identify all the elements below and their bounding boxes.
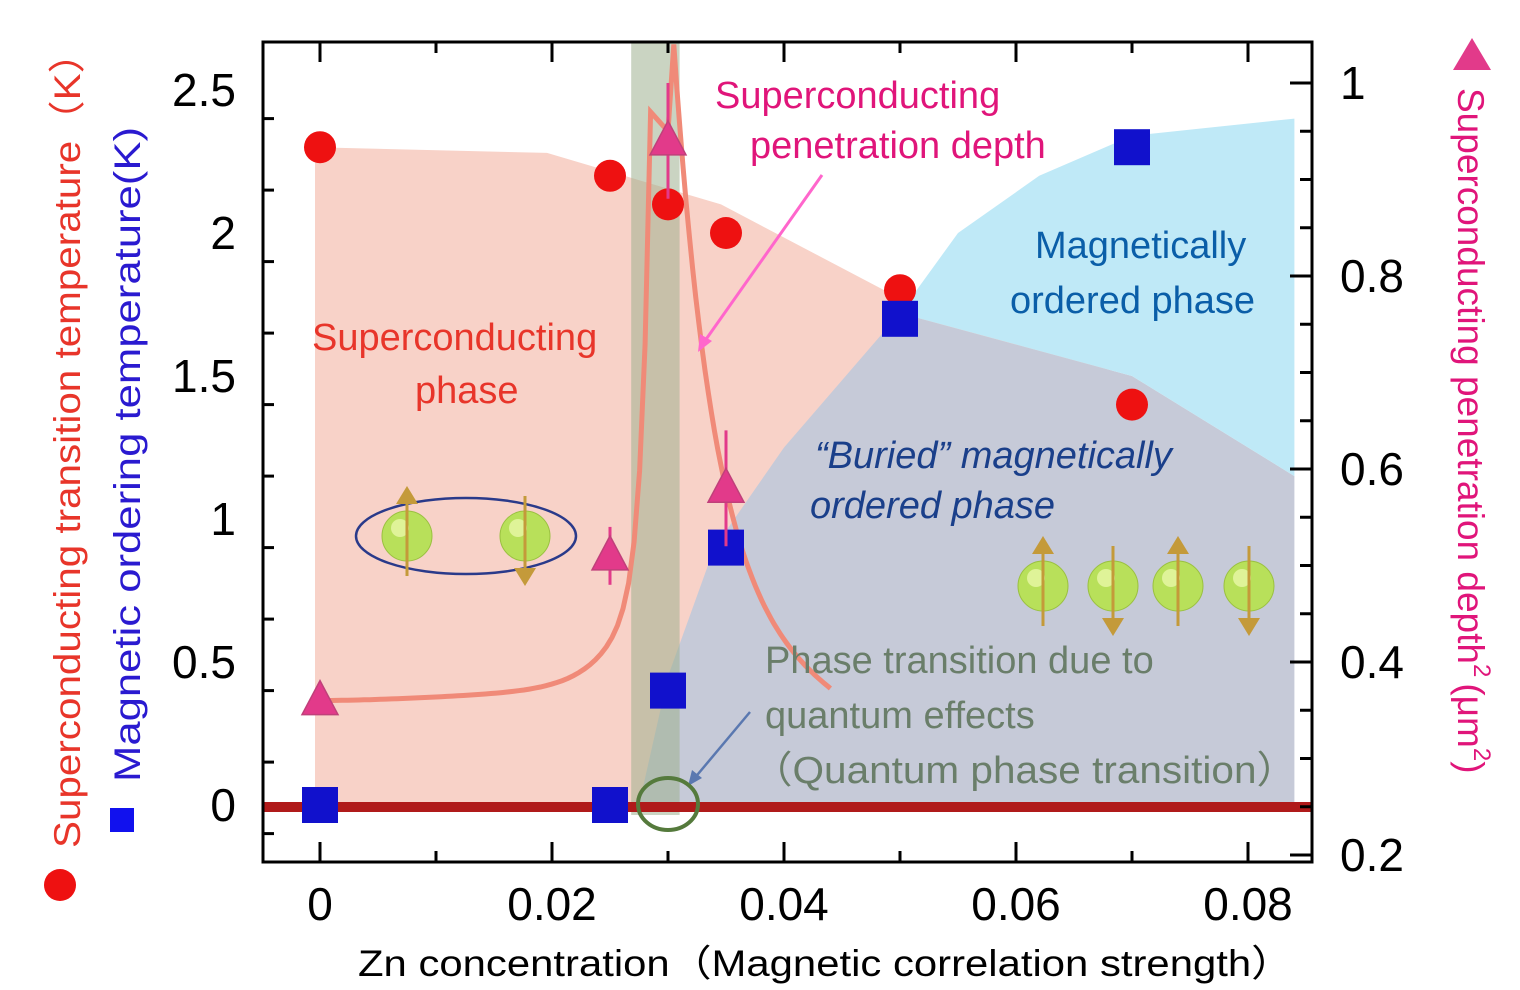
sc-phase-label-line2: phase (415, 370, 519, 412)
penetration-label-line1: Superconducting (715, 75, 1000, 117)
magnetic-temperature-point (592, 787, 628, 823)
y-left-tick-label: 1 (210, 493, 236, 545)
sphere-highlight (1233, 569, 1251, 587)
buried-label-line2: ordered phase (810, 485, 1055, 527)
penetration-arrow-line (700, 174, 824, 346)
qpt-ellipse (636, 776, 700, 832)
tick-marks (263, 42, 1312, 862)
magnetic-temperature-point (1114, 129, 1150, 166)
tick-labels: 0 0.02 0.04 0.06 0.08 0 0.5 1 1.5 2 2.5 0.2 0.4 0.6 0.… (172, 57, 1404, 930)
right-axis-label-unit-exp: 2 (1468, 748, 1495, 761)
x-tick-label: 0.04 (739, 878, 829, 930)
antiferromagnetic-spins-icon (1017, 536, 1275, 636)
sc-temperature-point (304, 131, 336, 164)
right-axis-triangle-legend (1453, 38, 1491, 70)
x-tick-label: 0.06 (971, 878, 1061, 930)
right-axis-label-close: ) (1450, 761, 1491, 773)
penetration-depth-point (300, 678, 340, 716)
spin-down-arrow (1238, 618, 1260, 636)
magnetic-temperature-point (302, 787, 338, 823)
y-right-tick-label: 0.2 (1340, 829, 1404, 881)
spin-up-arrow (1167, 536, 1189, 554)
y-left-tick-label: 1.5 (172, 350, 236, 402)
sphere-highlight (391, 519, 409, 537)
y-right-tick-label: 1 (1340, 57, 1366, 109)
buried-magnetic-region (639, 313, 1295, 805)
right-axis-label-exp: 2 (1468, 664, 1495, 677)
left-axis-circle-legend (44, 869, 76, 901)
right-axis-label: Superconducting penetration depth2(μm2) (1450, 88, 1495, 774)
y-right-tick-label: 0.8 (1340, 250, 1404, 302)
y-right-tick-label: 0.4 (1340, 636, 1404, 688)
plot-frame (261, 40, 1314, 864)
buried-label-line1: “Buried” magnetically (815, 435, 1174, 477)
qpt-label-line2: quantum effects (765, 695, 1035, 737)
annotation-arrows (688, 174, 824, 786)
spin-down-arrow (514, 568, 536, 586)
spin-down-arrow (1102, 618, 1124, 636)
y-left-tick-label: 0 (210, 779, 236, 831)
spin-up-arrow (396, 486, 418, 504)
y-right-tick-label: 0.6 (1340, 443, 1404, 495)
magnetic-ordered-region (900, 118, 1295, 477)
penetration-depth-point (648, 119, 688, 156)
penetration-arrow-head (698, 334, 712, 352)
magnetic-temperature-point (882, 300, 918, 337)
penetration-depth-point (706, 466, 746, 504)
x-tick-label: 0.08 (1203, 878, 1293, 930)
cooper-pair-icon (354, 486, 578, 586)
spin-up-arrow (1032, 536, 1054, 554)
left-axis-square-legend (110, 808, 134, 832)
sphere-highlight (1097, 569, 1115, 587)
penetration-depth-curve (320, 44, 833, 704)
sc-temperature-point (1116, 388, 1148, 421)
qpt-arrow-head (688, 770, 702, 786)
left-axis-label-1: Superconducting transition temperature（K… (47, 33, 88, 848)
y-left-tick-label: 0.5 (172, 636, 236, 688)
magnetic-temperature-point (650, 672, 686, 709)
mag-phase-label-line1: Magnetically (1035, 225, 1246, 267)
mag-phase-label-line2: ordered phase (1010, 280, 1255, 322)
sc-temperature-point (710, 217, 742, 249)
left-axis-label-2: Magnetic ordering temperature(K) (107, 127, 148, 782)
y-left-tick-label: 2 (210, 207, 236, 259)
x-axis-label: Zn concentration（Magnetic correlation st… (358, 943, 1293, 984)
data-markers (300, 83, 1150, 823)
y-left-tick-label: 2.5 (172, 64, 236, 116)
sphere-highlight (1162, 569, 1180, 587)
qpt-label-line1: Phase transition due to (765, 640, 1154, 682)
sc-phase-label-line1: Superconducting (312, 317, 597, 359)
pair-ellipse (354, 496, 578, 576)
right-axis-label-group: Superconducting penetration depth2(μm2) (1450, 38, 1495, 774)
penetration-label-line2: penetration depth (750, 125, 1046, 167)
sphere-highlight (509, 519, 527, 537)
sc-temperature-point (594, 159, 626, 192)
sc-temperature-point (652, 188, 684, 221)
penetration-depth-point (590, 534, 630, 571)
right-axis-label-main: Superconducting penetration depth (1450, 88, 1491, 664)
left-axis-label-group: Superconducting transition temperature（K… (44, 33, 148, 901)
right-axis-label-unit: (μm (1450, 683, 1491, 747)
x-tick-label: 0.02 (507, 878, 597, 930)
x-tick-label: 0 (307, 878, 333, 930)
sphere-highlight (1027, 569, 1045, 587)
sc-temperature-point (884, 274, 916, 307)
qpt-label-line3: （Quantum phase transition） (752, 750, 1297, 792)
qpt-arrow-line (692, 711, 751, 781)
